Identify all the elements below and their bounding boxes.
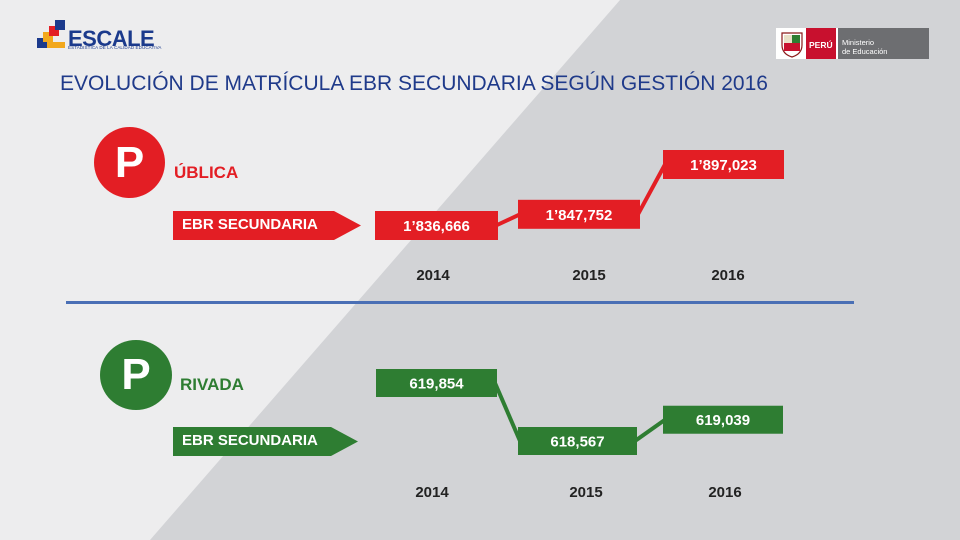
peru-block xyxy=(806,28,836,59)
privada-sector-label: RIVADA xyxy=(180,375,244,394)
publica-ebr-label: EBR SECUNDARIA xyxy=(182,216,318,233)
privada-year-label: 2014 xyxy=(415,484,449,501)
privada-letter-circle: P xyxy=(100,340,172,410)
publica-year-label: 2015 xyxy=(572,267,606,284)
privada-value-label: 618,567 xyxy=(550,434,604,451)
ministry-line2: de Educación xyxy=(842,47,888,56)
logo-subtitle: ESTADISTICA DE LA CALIDAD EDUCATIVA xyxy=(68,45,162,50)
logo-text: ESCALE xyxy=(68,26,155,51)
privada-value-box xyxy=(518,427,637,455)
publica-year-label: 2016 xyxy=(711,267,745,284)
section-divider xyxy=(66,301,854,304)
privada-value-label: 619,854 xyxy=(409,376,464,393)
escale-logo-icon xyxy=(37,20,65,48)
privada-value-label: 619,039 xyxy=(696,412,750,429)
privada-letter: P xyxy=(121,350,151,399)
publica-ebr-arrow xyxy=(173,211,361,240)
privada-year-label: 2016 xyxy=(708,484,742,501)
publica-value-box xyxy=(375,211,498,240)
privada-ebr-arrow xyxy=(173,427,358,456)
publica-letter-circle: P xyxy=(94,127,165,198)
ministry-logo xyxy=(776,28,929,59)
publica-trend-line xyxy=(636,163,667,216)
publica-value-label: 1’897,023 xyxy=(690,157,757,174)
publica-sector-label: ÚBLICA xyxy=(174,163,239,182)
privada-year-label: 2015 xyxy=(569,484,603,501)
page-title: EVOLUCIÓN DE MATRÍCULA EBR SECUNDARIA SE… xyxy=(60,72,768,95)
publica-value-box xyxy=(663,150,784,179)
publica-value-label: 1’847,752 xyxy=(546,207,613,224)
publica-value-box xyxy=(518,199,640,229)
peru-shield-icon xyxy=(781,32,803,58)
ministry-block xyxy=(838,28,929,59)
privada-ebr-label: EBR SECUNDARIA xyxy=(182,432,318,449)
publica-value-label: 1’836,666 xyxy=(403,218,470,235)
ministry-line1: Ministerio xyxy=(842,38,875,47)
privada-trend-line xyxy=(633,418,667,443)
publica-trend-line xyxy=(495,212,521,228)
peru-label: PERÚ xyxy=(809,40,833,50)
publica-year-label: 2014 xyxy=(416,267,450,284)
ministry-name: Ministerio de Educación xyxy=(842,38,887,56)
privada-trend-line xyxy=(493,382,522,442)
publica-letter: P xyxy=(114,138,145,187)
privada-value-box xyxy=(663,405,783,434)
privada-value-box xyxy=(376,369,497,397)
